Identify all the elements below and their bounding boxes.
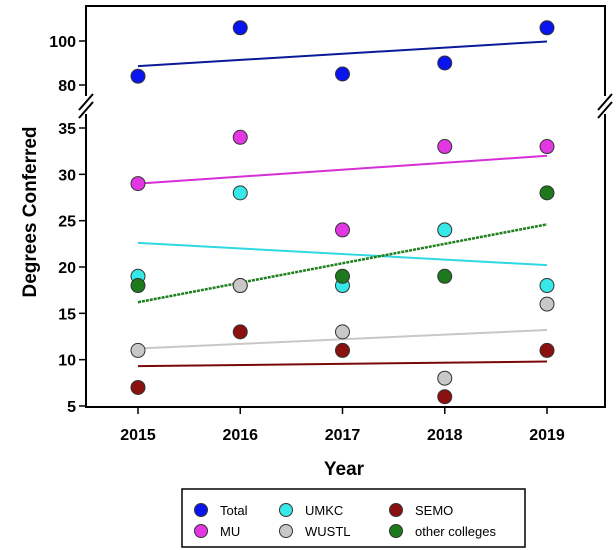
y-tick-label: 25 xyxy=(58,214,76,231)
point-semo xyxy=(539,342,555,358)
axis-break-mark-right xyxy=(597,93,613,119)
x-tick-label: 2015 xyxy=(120,427,156,444)
x-axis-title: Year xyxy=(324,459,365,480)
point-total xyxy=(130,68,146,84)
x-tick-label: 2018 xyxy=(427,427,463,444)
point-wustl xyxy=(335,324,350,340)
point-semo xyxy=(232,324,248,340)
point-mu xyxy=(437,139,453,155)
trend-line-total xyxy=(137,40,548,68)
y-tick-label: 15 xyxy=(58,306,76,323)
x-axis: 2015 2016 2017 2018 2019 xyxy=(120,407,565,444)
point-total xyxy=(232,20,248,36)
point-umkc xyxy=(437,222,453,238)
point-wustl xyxy=(130,342,146,358)
axis-break-mark-left xyxy=(78,93,94,119)
point-umkc xyxy=(232,185,248,201)
legend-label-total: Total xyxy=(220,503,248,518)
point-total xyxy=(437,55,453,71)
x-tick-label: 2017 xyxy=(325,427,361,444)
legend-label-semo: SEMO xyxy=(415,503,453,518)
y-tick-label: 5 xyxy=(67,399,76,416)
point-wustl xyxy=(232,278,248,294)
y-tick-label: 30 xyxy=(58,167,76,184)
trend-line-mu xyxy=(137,154,548,185)
legend-marker-umkc xyxy=(279,503,293,517)
point-umkc xyxy=(539,278,555,294)
x-tick-label: 2019 xyxy=(529,427,565,444)
legend-label-mu: MU xyxy=(220,524,240,539)
point-mu xyxy=(335,222,350,238)
y-axis-lower: 5 10 15 20 25 30 35 xyxy=(58,121,86,416)
point-other-colleges xyxy=(335,268,350,284)
x-tick-label: 2016 xyxy=(222,427,258,444)
point-total xyxy=(335,66,350,82)
point-mu xyxy=(539,139,555,155)
y-tick-label: 35 xyxy=(58,121,76,138)
legend-marker-wustl xyxy=(279,524,293,538)
point-other-colleges xyxy=(539,185,555,201)
point-total xyxy=(539,20,555,36)
point-mu xyxy=(130,176,146,192)
y-tick-label: 20 xyxy=(58,260,76,277)
legend-label-wustl: WUSTL xyxy=(305,524,351,539)
point-wustl xyxy=(539,296,555,312)
trend-line-semo xyxy=(137,360,548,368)
legend-label-other-colleges: other colleges xyxy=(415,524,496,539)
legend-marker-other-colleges xyxy=(389,524,403,538)
point-other-colleges xyxy=(437,268,453,284)
legend-marker-total xyxy=(194,503,208,517)
y-tick-label: 10 xyxy=(58,353,76,370)
point-semo xyxy=(130,379,146,395)
axis-break-gap xyxy=(70,96,616,114)
legend-marker-semo xyxy=(389,503,403,517)
legend-box xyxy=(181,488,526,548)
y-axis-upper: 80 100 xyxy=(49,34,86,95)
trend-line-other-colleges xyxy=(137,223,548,304)
y-axis-title: Degrees Conferred xyxy=(20,126,41,297)
legend-marker-mu xyxy=(194,524,208,538)
plot-frame xyxy=(85,5,606,408)
y-tick-label: 80 xyxy=(58,78,76,95)
legend: Total UMKC SEMO MU WUSTL other colleges xyxy=(181,488,526,548)
legend-label-umkc: UMKC xyxy=(305,503,343,518)
point-semo xyxy=(335,342,350,358)
point-mu xyxy=(232,129,248,145)
y-tick-label: 100 xyxy=(49,34,76,51)
trend-line-umkc xyxy=(137,241,548,267)
point-wustl xyxy=(437,370,453,386)
trend-lines xyxy=(137,40,548,368)
point-other-colleges xyxy=(130,278,146,294)
point-semo xyxy=(437,389,453,405)
data-points xyxy=(130,20,555,405)
